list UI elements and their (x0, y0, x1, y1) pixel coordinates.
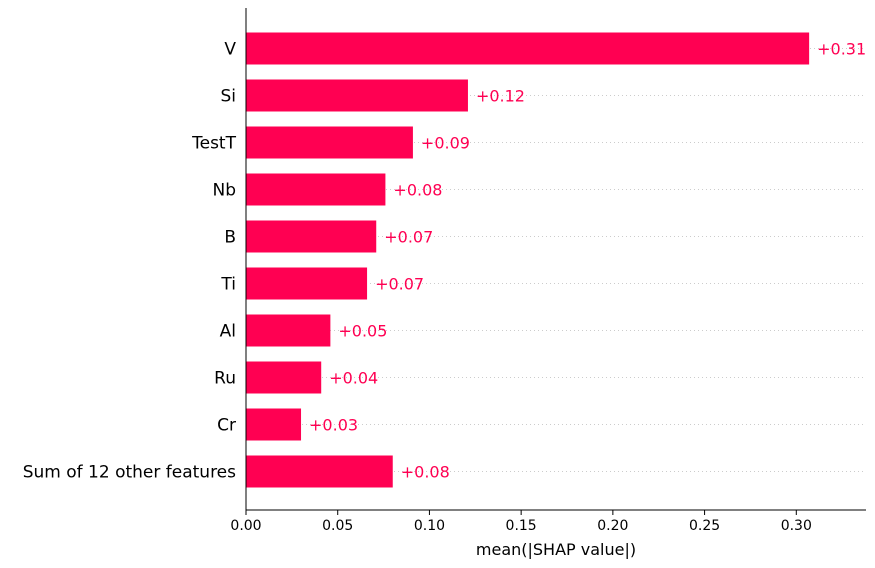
bar (246, 267, 368, 300)
x-axis-title: mean(|SHAP value|) (476, 540, 636, 559)
bar (246, 79, 468, 112)
value-label: +0.03 (309, 416, 358, 435)
value-label: +0.05 (338, 322, 387, 341)
value-label: +0.08 (401, 463, 450, 482)
x-ticks: 0.00 0.05 0.10 0.15 0.20 0.25 0.30 (230, 510, 812, 534)
x-tick-label: 0.00 (230, 518, 261, 534)
category-label: Ru (214, 369, 236, 389)
value-label: +0.09 (421, 134, 470, 153)
bar (246, 314, 331, 347)
bar (246, 455, 393, 488)
value-labels: +0.31 +0.12 +0.09 +0.08 +0.07 +0.07 +0.05 +0.04… (309, 40, 866, 482)
x-tick-label: 0.10 (414, 518, 445, 534)
bar (246, 32, 810, 65)
category-label: Cr (217, 416, 236, 436)
value-label: +0.07 (375, 275, 424, 294)
category-label: TestT (191, 134, 236, 154)
value-label: +0.07 (384, 228, 433, 247)
x-tick-label: 0.30 (781, 518, 812, 534)
bar (246, 220, 377, 253)
bar (246, 126, 413, 159)
category-label: Sum of 12 other features (23, 463, 236, 483)
guide-lines (246, 48, 866, 472)
value-label: +0.12 (476, 87, 525, 106)
x-tick-label: 0.20 (597, 518, 628, 534)
bars (246, 32, 810, 488)
category-label: V (224, 40, 236, 60)
category-label: Ti (220, 275, 236, 295)
bar (246, 408, 302, 441)
x-tick-label: 0.15 (506, 518, 537, 534)
category-labels: V Si TestT Nb B Ti Al Ru Cr Sum of 12 other featu… (23, 40, 237, 483)
category-label: B (224, 228, 236, 248)
bar (246, 173, 386, 206)
category-label: Al (220, 322, 236, 342)
x-tick-label: 0.25 (689, 518, 720, 534)
value-label: +0.04 (329, 369, 378, 388)
value-label: +0.08 (393, 181, 442, 200)
category-label: Nb (212, 181, 236, 201)
bar (246, 361, 322, 394)
value-label: +0.31 (817, 40, 866, 59)
x-tick-label: 0.05 (322, 518, 353, 534)
category-label: Si (220, 87, 236, 107)
